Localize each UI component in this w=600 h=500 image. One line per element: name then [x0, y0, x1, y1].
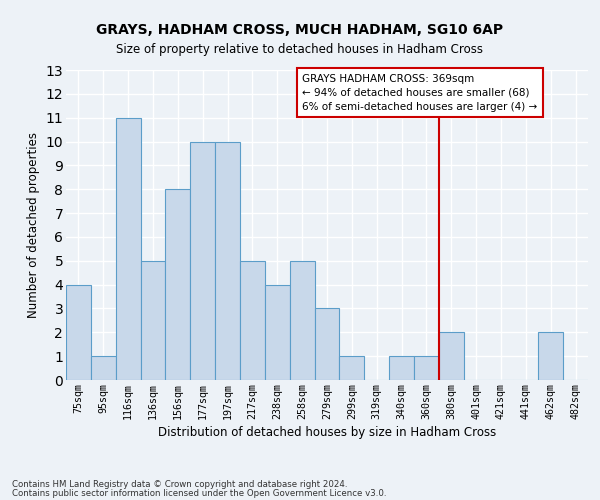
Bar	[215, 142, 240, 380]
Bar	[66, 284, 91, 380]
Bar	[314, 308, 340, 380]
Bar	[140, 261, 166, 380]
Bar	[389, 356, 414, 380]
Bar	[116, 118, 140, 380]
Bar	[190, 142, 215, 380]
X-axis label: Distribution of detached houses by size in Hadham Cross: Distribution of detached houses by size …	[158, 426, 496, 438]
Bar	[538, 332, 563, 380]
Text: Size of property relative to detached houses in Hadham Cross: Size of property relative to detached ho…	[116, 42, 484, 56]
Bar	[166, 189, 190, 380]
Bar	[414, 356, 439, 380]
Text: GRAYS, HADHAM CROSS, MUCH HADHAM, SG10 6AP: GRAYS, HADHAM CROSS, MUCH HADHAM, SG10 6…	[97, 22, 503, 36]
Text: GRAYS HADHAM CROSS: 369sqm
← 94% of detached houses are smaller (68)
6% of semi-: GRAYS HADHAM CROSS: 369sqm ← 94% of deta…	[302, 74, 538, 112]
Text: Contains HM Land Registry data © Crown copyright and database right 2024.: Contains HM Land Registry data © Crown c…	[12, 480, 347, 489]
Bar	[91, 356, 116, 380]
Y-axis label: Number of detached properties: Number of detached properties	[27, 132, 40, 318]
Bar	[439, 332, 464, 380]
Bar	[340, 356, 364, 380]
Bar	[240, 261, 265, 380]
Bar	[290, 261, 314, 380]
Text: Contains public sector information licensed under the Open Government Licence v3: Contains public sector information licen…	[12, 489, 386, 498]
Bar	[265, 284, 290, 380]
